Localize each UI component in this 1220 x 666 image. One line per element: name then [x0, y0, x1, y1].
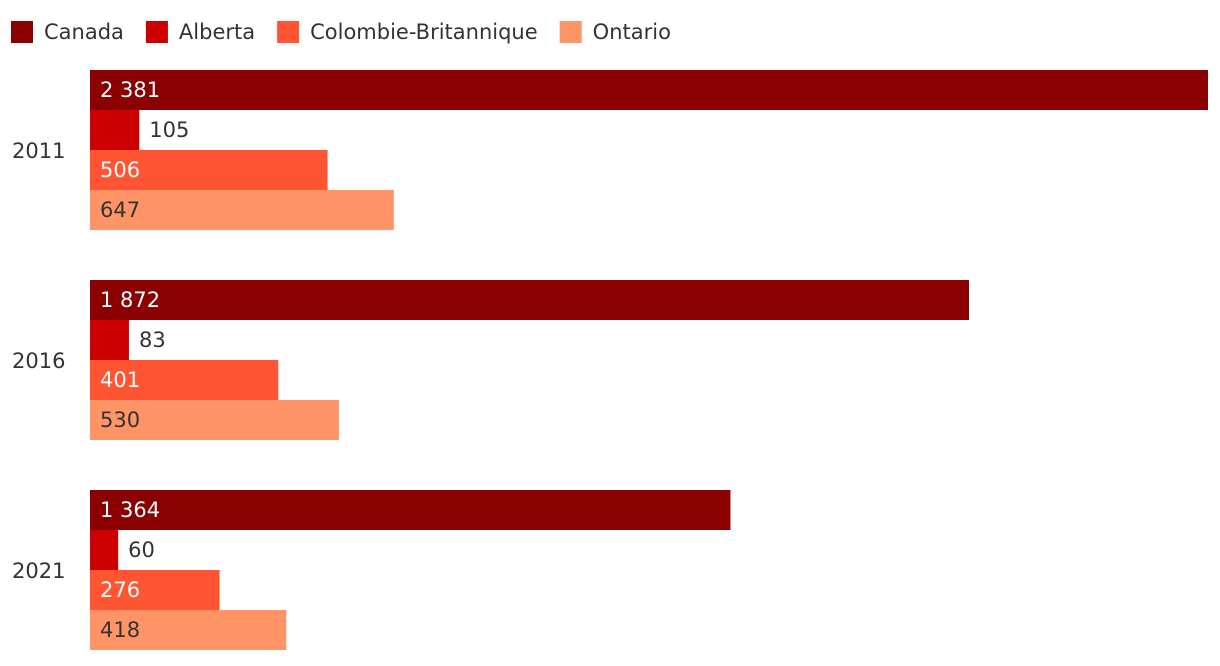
value-label: 2 381: [100, 78, 160, 102]
category-label: 2021: [12, 559, 65, 583]
value-label: 276: [100, 578, 140, 602]
bar: [90, 610, 287, 650]
bar: [90, 320, 129, 360]
legend-label: Alberta: [179, 20, 255, 44]
value-label: 105: [149, 118, 189, 142]
value-label: 530: [100, 408, 140, 432]
bar: [90, 570, 220, 610]
bar: [90, 70, 1208, 110]
bar: [90, 150, 328, 190]
value-label: 506: [100, 158, 140, 182]
bar: [90, 530, 119, 570]
legend-label: Ontario: [593, 20, 671, 44]
bar: [90, 360, 279, 400]
value-label: 60: [128, 538, 155, 562]
value-label: 401: [100, 368, 140, 392]
bar: [90, 110, 140, 150]
bar: [90, 400, 339, 440]
legend-swatch: [145, 21, 168, 43]
legend-label: Canada: [44, 20, 124, 44]
bar: [90, 190, 394, 230]
value-label: 1 872: [100, 288, 160, 312]
value-label: 418: [100, 618, 140, 642]
bar: [90, 280, 969, 320]
category-label: 2011: [12, 139, 65, 163]
value-label: 647: [100, 198, 140, 222]
value-label: 1 364: [100, 498, 160, 522]
legend-swatch: [11, 21, 33, 43]
legend-label: Colombie-Britannique: [310, 20, 538, 44]
legend-swatch: [277, 21, 300, 43]
category-label: 2016: [12, 349, 65, 373]
bar: [90, 490, 731, 530]
legend-swatch: [559, 21, 582, 43]
value-label: 83: [139, 328, 166, 352]
